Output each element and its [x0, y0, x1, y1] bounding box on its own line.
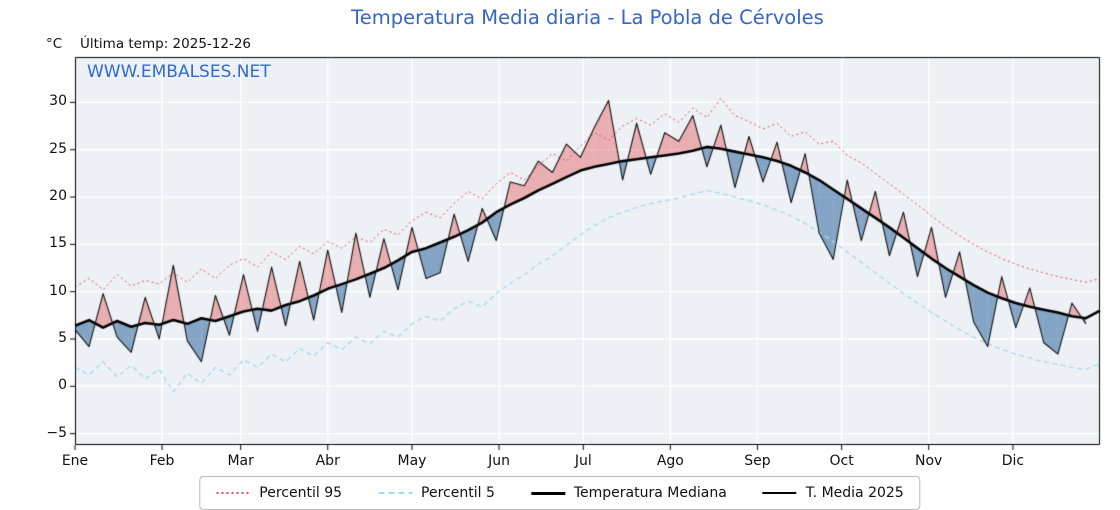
- y-tick-label: 10: [49, 282, 67, 299]
- y-tick-label: 30: [49, 93, 67, 110]
- y-tick-label: 15: [49, 235, 67, 252]
- x-tick-label: Nov: [915, 453, 943, 469]
- legend-label: Percentil 5: [421, 485, 495, 501]
- legend-label: Percentil 95: [259, 485, 343, 501]
- y-tick-label: 25: [49, 140, 67, 157]
- legend-item: Percentil 95: [216, 485, 342, 501]
- x-tick-label: Ago: [656, 453, 684, 469]
- y-axis-unit-label: °C: [46, 36, 63, 52]
- legend-item: Temperatura Mediana: [530, 485, 727, 501]
- last-temp-label: Última temp: 2025-12-26: [80, 36, 252, 52]
- page-title: Temperatura Media diaria - La Pobla de C…: [351, 6, 824, 29]
- x-tick-label: Ene: [61, 453, 89, 469]
- x-tick-label: Jul: [574, 453, 592, 469]
- y-tick-label: −5: [46, 424, 67, 441]
- x-tick-label: Feb: [149, 453, 175, 469]
- chart-legend: Percentil 95 Percentil 5 Temperatura Media…: [199, 476, 921, 510]
- legend-item: Percentil 5: [378, 485, 495, 501]
- x-tick-label: Sep: [744, 453, 771, 469]
- y-tick-label: 0: [58, 377, 67, 394]
- legend-line-sample-icon: [378, 492, 413, 494]
- y-tick-label: 5: [58, 330, 67, 346]
- y-tick-label: 20: [49, 188, 67, 205]
- legend-label: T. Media 2025: [805, 485, 904, 501]
- legend-line-sample-icon: [216, 492, 251, 494]
- legend-label: Temperatura Mediana: [573, 485, 727, 501]
- legend-line-sample-icon: [530, 491, 565, 495]
- x-tick-label: Mar: [227, 453, 254, 469]
- legend-line-sample-icon: [762, 492, 797, 494]
- x-tick-label: Abr: [315, 453, 340, 469]
- x-tick-label: Dic: [1001, 453, 1025, 469]
- x-tick-label: Oct: [829, 453, 854, 469]
- watermark-embalses: WWW.EMBALSES.NET: [87, 62, 271, 82]
- x-tick-label: May: [397, 453, 427, 469]
- x-tick-label: Jun: [488, 453, 510, 469]
- legend-item: T. Media 2025: [762, 485, 904, 501]
